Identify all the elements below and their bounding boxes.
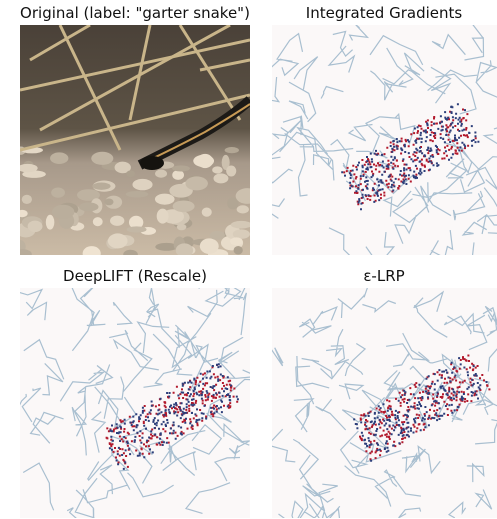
stone xyxy=(83,246,101,261)
stone xyxy=(155,194,175,205)
stone xyxy=(155,169,167,177)
stone xyxy=(176,243,193,257)
figure: Original (label: "garter snake") Integra… xyxy=(0,0,497,519)
attribution-map xyxy=(241,0,497,281)
stone xyxy=(50,152,68,164)
panel-title: Original (label: "garter snake") xyxy=(20,4,250,22)
stone xyxy=(200,238,219,254)
stone xyxy=(28,221,43,232)
stone xyxy=(172,165,190,171)
stone xyxy=(46,215,55,230)
stone xyxy=(51,187,65,197)
stone xyxy=(92,183,110,190)
stone xyxy=(226,165,236,176)
stone xyxy=(212,166,222,173)
stone xyxy=(132,179,152,190)
panel-title: DeepLIFT (Rescale) xyxy=(63,267,207,285)
stone xyxy=(93,217,103,226)
stone xyxy=(225,147,239,153)
stone xyxy=(157,209,169,224)
stone xyxy=(91,152,113,165)
panel-title: Integrated Gradients xyxy=(306,4,463,22)
stone xyxy=(177,224,187,230)
stone xyxy=(173,200,195,212)
stone xyxy=(110,216,124,226)
stone xyxy=(52,205,74,219)
attribution-map xyxy=(260,281,497,519)
stone xyxy=(230,237,242,245)
panel-title: ε-LRP xyxy=(363,267,404,285)
map-background xyxy=(272,25,497,255)
stone xyxy=(236,188,259,204)
stone xyxy=(237,205,249,213)
stone xyxy=(22,195,32,204)
stone xyxy=(17,210,28,217)
original-image xyxy=(10,25,259,261)
stone xyxy=(234,246,243,255)
stone xyxy=(185,176,208,190)
stone xyxy=(172,170,184,180)
stone xyxy=(213,173,228,183)
stone xyxy=(210,231,225,240)
map-background xyxy=(20,288,250,518)
stone xyxy=(14,249,32,259)
stone xyxy=(202,207,212,216)
stone xyxy=(127,226,147,232)
page: Original (label: "garter snake") Integra… xyxy=(0,0,497,519)
stone xyxy=(197,154,213,168)
stone xyxy=(79,202,99,211)
stone xyxy=(18,164,38,172)
stone xyxy=(231,221,252,229)
stone xyxy=(108,233,128,248)
stone xyxy=(126,170,135,177)
stone xyxy=(104,199,113,206)
snake-head xyxy=(140,156,164,170)
stone xyxy=(123,250,138,259)
stone xyxy=(126,191,149,198)
attribution-map xyxy=(0,252,262,519)
